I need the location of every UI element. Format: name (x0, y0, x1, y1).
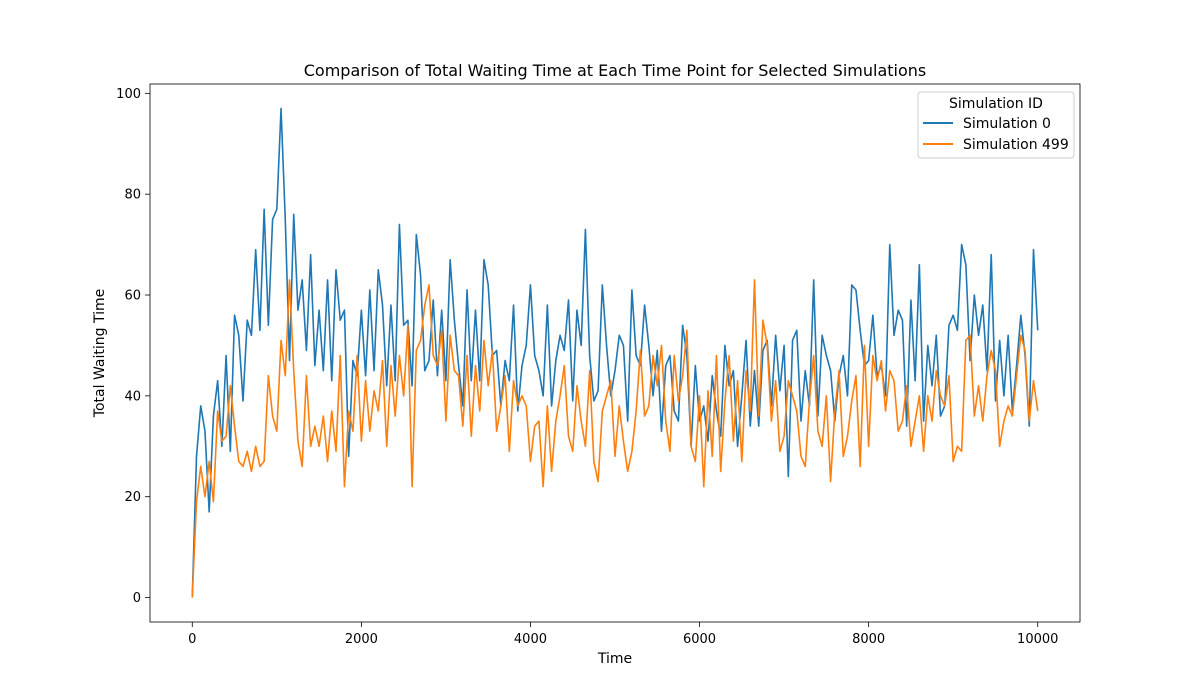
x-tick-label: 6000 (683, 632, 716, 647)
y-tick-label: 100 (116, 87, 141, 102)
legend: Simulation ID Simulation 0 Simulation 49… (917, 91, 1075, 159)
chart-title: Comparison of Total Waiting Time at Each… (304, 61, 926, 80)
plot-area (150, 84, 1080, 622)
x-tick-label: 8000 (852, 632, 885, 647)
plot-frame (149, 83, 1081, 623)
legend-label-simulation-499: Simulation 499 (963, 137, 1069, 153)
y-axis-label: Total Waiting Time (92, 289, 108, 418)
y-tick-label: 20 (124, 490, 141, 505)
x-tick-label: 10000 (1017, 632, 1058, 647)
series-line-simulation-0 (191, 107, 1039, 598)
y-tick-label: 0 (133, 591, 141, 606)
axes-layer: 0 2000 4000 6000 8000 10000 0 20 40 60 80 100 (116, 87, 1058, 647)
legend-title: Simulation ID (949, 96, 1043, 112)
legend-label-simulation-0: Simulation 0 (963, 116, 1051, 132)
x-tick-label: 0 (188, 632, 196, 647)
series-layer (191, 107, 1039, 598)
y-tick-label: 80 (124, 188, 141, 203)
y-tick-label: 40 (124, 389, 141, 404)
x-tick-label: 4000 (514, 632, 547, 647)
legend-box (917, 91, 1075, 159)
x-axis-label: Time (597, 651, 632, 667)
series-line-simulation-499 (191, 279, 1039, 598)
y-tick-label: 60 (124, 289, 141, 304)
x-tick-label: 2000 (345, 632, 378, 647)
